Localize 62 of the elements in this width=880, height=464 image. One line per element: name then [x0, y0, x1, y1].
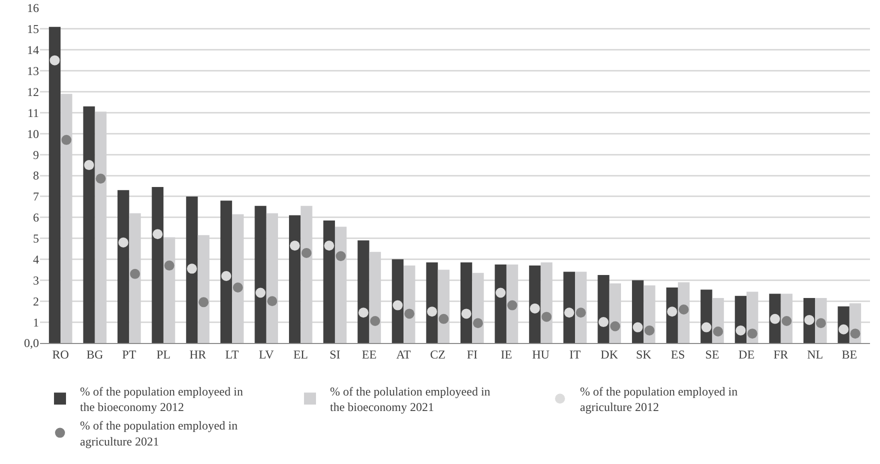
y-tick-label: 4: [33, 252, 39, 266]
bar: [48, 26, 61, 343]
legend-label: % of the population employed in agriculture 2012: [580, 384, 738, 414]
y-tick-label: 13: [27, 64, 39, 78]
x-tick-label: ES: [670, 347, 685, 362]
y-tick-label: 0,0: [24, 336, 39, 350]
y-tick-label: 15: [27, 22, 39, 36]
bar: [254, 206, 266, 343]
y-tick-label: 11: [27, 106, 39, 120]
y-tick-label: 16: [27, 1, 39, 16]
bar: [598, 274, 610, 343]
y-tick-label: 12: [27, 84, 39, 99]
y-tick-label: 3: [33, 273, 39, 288]
bar: [83, 106, 95, 343]
x-tick-label: BE: [842, 347, 858, 362]
bar: [563, 272, 576, 343]
x-tick-label: FR: [773, 347, 788, 362]
x-tick-label: NL: [807, 347, 824, 362]
x-tick-label: DE: [738, 347, 755, 362]
bar: [460, 262, 472, 343]
bar: [426, 262, 438, 343]
bar: [392, 259, 404, 343]
x-tick-label: SI: [330, 347, 340, 362]
y-tick-label: 5: [33, 232, 39, 246]
y-tick-label: 9: [33, 148, 39, 162]
x-tick-label: EL: [293, 347, 308, 362]
bar: [152, 187, 164, 343]
x-tick-label: PT: [122, 347, 137, 362]
x-tick-label: RO: [52, 347, 70, 362]
bar: [186, 196, 198, 343]
y-tick-label: 10: [27, 126, 39, 141]
bar: [289, 215, 301, 343]
y-tick-label: 2: [33, 294, 39, 308]
bar: [529, 266, 541, 343]
bar: [118, 190, 130, 343]
x-tick-label: IE: [500, 347, 512, 362]
x-tick-label: LT: [225, 347, 240, 362]
x-tick-label: DK: [600, 347, 618, 362]
legend-label: % of the population employed in agriculture 2021: [80, 418, 238, 448]
x-tick-label: CZ: [430, 347, 446, 362]
legend-label: % of the polulation employeed in the bioeconomy 2021: [330, 384, 490, 414]
bar: [323, 220, 335, 343]
x-tick-label: EE: [362, 347, 377, 362]
x-tick-label: HU: [532, 347, 550, 362]
x-tick-label: AT: [396, 347, 412, 362]
x-tick-label: SE: [705, 347, 720, 362]
legend-label: % of the population employeed in the bioeconomy 2012: [80, 384, 243, 414]
x-tick-label: SK: [636, 347, 652, 362]
bar: [494, 264, 506, 343]
x-tick-label: FI: [466, 347, 478, 362]
x-tick-label: LV: [258, 347, 274, 362]
y-tick-label: 14: [27, 43, 39, 58]
bar: [358, 240, 370, 343]
x-tick-label: BG: [86, 347, 104, 362]
x-tick-label: IT: [569, 347, 582, 362]
y-tick-label: 6: [33, 210, 39, 225]
x-tick-label: HR: [189, 347, 206, 362]
y-tick-label: 1: [33, 315, 39, 330]
y-tick-label: 8: [33, 168, 39, 183]
bar: [220, 200, 232, 343]
x-tick-label: PL: [156, 347, 170, 362]
y-tick-label: 7: [33, 190, 39, 204]
